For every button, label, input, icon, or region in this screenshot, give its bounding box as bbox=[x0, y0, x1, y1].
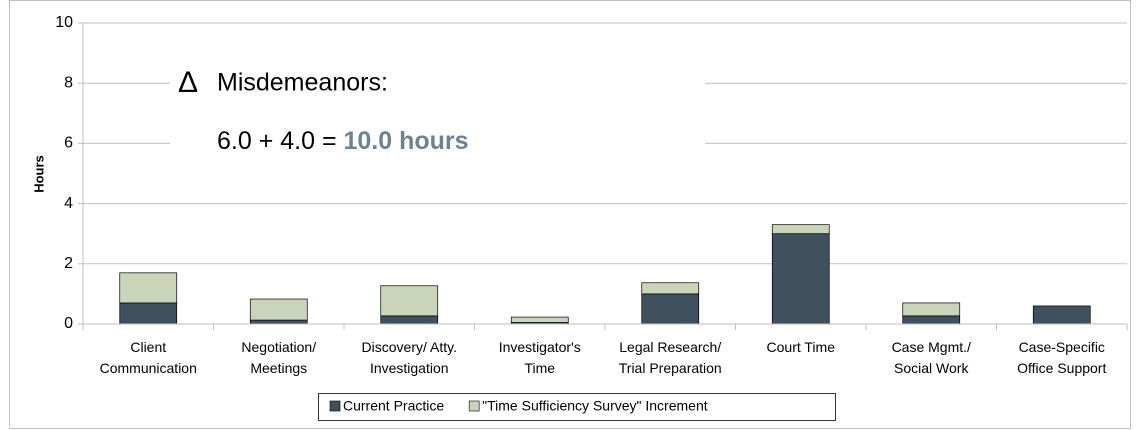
y-axis-label: Hours bbox=[31, 155, 46, 193]
x-tick-label-line: Case Mgmt./ bbox=[892, 339, 971, 355]
annotation-line2: 6.0 + 4.0 = 10.0 hours bbox=[217, 127, 469, 155]
legend-box bbox=[318, 393, 836, 421]
annotation-highlight: 10.0 hours bbox=[344, 127, 469, 155]
x-tick-label-line: Meetings bbox=[250, 360, 307, 376]
bar-segment bbox=[249, 298, 308, 321]
bar-segment bbox=[249, 319, 308, 325]
legend-label: Current Practice bbox=[343, 398, 444, 414]
x-tick-label: Legal Research/Trial Preparation bbox=[619, 339, 722, 376]
x-tick-label: Investigator's Time bbox=[499, 339, 581, 376]
bar-segment bbox=[641, 282, 700, 295]
bar-segment bbox=[380, 315, 439, 325]
bar-segment bbox=[641, 293, 700, 325]
bar-segment bbox=[902, 315, 961, 325]
x-tick-label-line: Investigation bbox=[370, 360, 449, 376]
x-tick-label-line: Legal Research/ bbox=[619, 339, 721, 355]
annotation-sum: 6.0 + 4.0 = bbox=[217, 127, 337, 155]
x-tick-label-line: Communication bbox=[100, 360, 197, 376]
bar-segment bbox=[510, 316, 569, 323]
x-tick-label: Court Time bbox=[767, 339, 836, 355]
annotation-box bbox=[170, 60, 705, 155]
legend-swatch bbox=[468, 400, 480, 412]
x-tick-label-line: Court Time bbox=[767, 339, 836, 355]
x-tick-label-line: Discovery/ Atty. bbox=[362, 339, 457, 355]
x-tick-label-line: Case-Specific bbox=[1019, 339, 1105, 355]
bar-segment bbox=[119, 272, 178, 304]
bar-segment bbox=[1032, 305, 1091, 325]
annotation-symbol: Δ bbox=[178, 66, 198, 99]
bar-segment bbox=[771, 233, 830, 325]
legend-label: "Time Sufficiency Survey" Increment bbox=[482, 398, 708, 414]
x-tick-label: Case-Specific Office Support bbox=[1017, 339, 1106, 376]
bar-segment bbox=[771, 224, 830, 235]
y-tick-label: 0 bbox=[64, 315, 73, 332]
legend-swatch bbox=[329, 400, 341, 412]
y-tick-label: 8 bbox=[64, 74, 73, 91]
x-tick-label-line: Investigator's bbox=[499, 339, 581, 355]
y-tick-label: 6 bbox=[64, 135, 73, 152]
x-tick-label-line: Trial Preparation bbox=[619, 360, 722, 376]
x-tick-label-line: Client bbox=[130, 339, 166, 355]
x-tick-label: Negotiation/Meetings bbox=[241, 339, 316, 376]
x-tick-label-line: Time bbox=[524, 360, 555, 376]
bar-segment bbox=[902, 302, 961, 317]
bar-segment bbox=[119, 302, 178, 325]
x-tick-label: Case Mgmt./ Social Work bbox=[892, 339, 971, 376]
y-tick-label: 10 bbox=[55, 14, 73, 31]
x-tick-label-line: Office Support bbox=[1017, 360, 1106, 376]
x-tick-label: Discovery/ Atty. Investigation bbox=[362, 339, 457, 376]
bar-segment bbox=[380, 285, 439, 317]
x-tick-label-line: Negotiation/ bbox=[241, 339, 316, 355]
y-tick-label: 4 bbox=[64, 195, 73, 212]
annotation-line1: Misdemeanors: bbox=[217, 69, 388, 97]
x-tick-label: Client Communication bbox=[100, 339, 197, 376]
y-tick-label: 2 bbox=[64, 255, 73, 272]
x-tick-label-line: Social Work bbox=[894, 360, 969, 376]
